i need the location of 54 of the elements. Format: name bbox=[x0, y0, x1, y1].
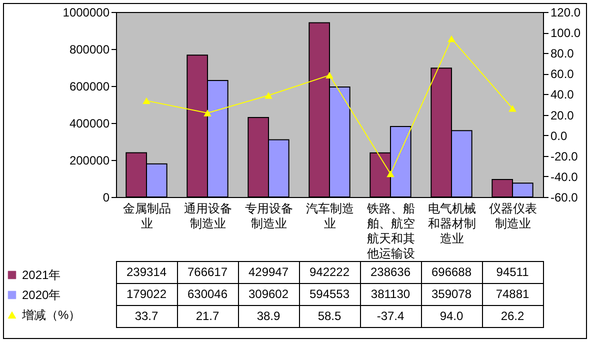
legend-label: 增减（%） bbox=[21, 308, 81, 322]
x-tick-label: 汽车制造业 bbox=[306, 202, 354, 230]
data-label: 38.9 bbox=[256, 309, 280, 323]
point bbox=[264, 92, 272, 99]
point bbox=[386, 170, 394, 178]
y2-tick-label: 0.0 bbox=[550, 128, 568, 143]
data-label: 26.2 bbox=[500, 309, 524, 323]
y2-tick-label: 20.0 bbox=[550, 108, 574, 122]
y2-tick-label: -40.0 bbox=[550, 170, 578, 184]
data-label: 239314 bbox=[126, 265, 167, 279]
legend-label: 2020年 bbox=[22, 288, 61, 302]
data-label: 766617 bbox=[187, 265, 228, 279]
y2-tick-label: 120.0 bbox=[550, 6, 581, 20]
point bbox=[448, 35, 456, 42]
data-label: 696688 bbox=[431, 265, 472, 279]
y-tick-label: 800000 bbox=[69, 42, 110, 56]
data-label: 238636 bbox=[370, 265, 411, 279]
x-tick-label: 电气机械和器材制造业 bbox=[428, 202, 476, 246]
data-label: 21.7 bbox=[196, 309, 220, 323]
data-label: 94511 bbox=[496, 265, 530, 279]
point bbox=[326, 72, 334, 79]
data-label: 179022 bbox=[126, 287, 167, 301]
data-label: 942222 bbox=[309, 265, 350, 279]
y-tick-label: 200000 bbox=[69, 154, 110, 168]
legend-label: 2021年 bbox=[22, 268, 61, 282]
y2-tick-label: 100.0 bbox=[550, 26, 581, 40]
point bbox=[142, 97, 150, 104]
data-label: 33.7 bbox=[134, 309, 158, 323]
y2-tick-label: 60.0 bbox=[550, 67, 574, 82]
y2-tick-label: 40.0 bbox=[550, 88, 574, 102]
point bbox=[508, 105, 516, 112]
x-tick-label: 铁路、船舶、航空航天和其他运输设 bbox=[366, 202, 415, 260]
x-tick-label: 仪器仪表制造业 bbox=[489, 202, 537, 230]
x-tick-label: 金属制品业 bbox=[123, 202, 171, 230]
point bbox=[204, 110, 212, 116]
y2-tick-label: -20.0 bbox=[550, 149, 578, 164]
y-tick-label: 400000 bbox=[69, 116, 110, 130]
y2-tick-label: -60.0 bbox=[550, 190, 578, 204]
y-tick-label: 1000000 bbox=[62, 6, 110, 20]
data-label: 94.0 bbox=[440, 309, 464, 323]
data-label: 309602 bbox=[248, 287, 289, 301]
data-label: 74881 bbox=[496, 287, 530, 301]
data-label: 594553 bbox=[309, 287, 350, 301]
data-label: 429947 bbox=[248, 265, 289, 279]
data-label: -37.4 bbox=[376, 309, 404, 323]
y2-tick-label: 80.0 bbox=[550, 46, 574, 61]
data-label: 381130 bbox=[370, 287, 410, 301]
data-label: 359078 bbox=[431, 287, 472, 301]
x-tick-label: 通用设备制造业 bbox=[184, 202, 232, 230]
x-tick-label: 专用设备制造业 bbox=[245, 202, 293, 230]
data-label: 630046 bbox=[187, 287, 228, 301]
y-tick-label: 0 bbox=[102, 190, 110, 204]
data-label: 58.5 bbox=[318, 309, 342, 323]
y-tick-label: 600000 bbox=[69, 80, 110, 94]
